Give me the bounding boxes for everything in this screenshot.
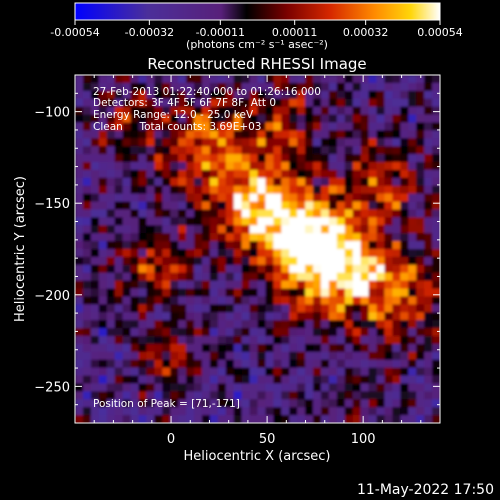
colorbar-tick-label: 0.00054 — [417, 26, 463, 39]
heatmap-image — [75, 75, 440, 423]
colorbar-units-label: (photons cm⁻² s⁻¹ asec⁻²) — [186, 38, 328, 51]
y-tick-label: −250 — [34, 380, 70, 395]
colorbar-tick-label: 0.00011 — [272, 26, 318, 39]
y-axis: −100 −150 −200 −250 — [34, 74, 440, 406]
colorbar-tick-label: -0.00054 — [50, 26, 99, 39]
colorbar-gradient — [74, 2, 441, 21]
colorbar-tick-label: -0.00032 — [125, 26, 174, 39]
plot-frame — [74, 74, 441, 424]
x-tick-label: 50 — [259, 432, 276, 447]
x-tick-label: 0 — [167, 432, 175, 447]
footer-date: 11-May-2022 17:50 — [356, 482, 494, 498]
annotation-time-range: 27-Feb-2013 01:22:40.000 to 01:26:16.000 — [93, 86, 321, 98]
y-tick-label: −100 — [34, 106, 70, 121]
colorbar-tick-label: -0.00011 — [196, 26, 245, 39]
x-tick-label: 100 — [351, 432, 376, 447]
peak-marker — [304, 238, 311, 245]
annotation-energy-range: Energy Range: 12.0 - 25.0 keV — [93, 109, 254, 121]
y-tick-label: −150 — [34, 197, 70, 212]
annotation-peak-position: Position of Peak = [71,-171] — [93, 398, 240, 410]
chart-title: Reconstructed RHESSI Image — [147, 55, 366, 73]
colorbar: -0.00054 -0.00032 -0.00011 0.00011 0.00032 0.… — [50, 2, 463, 51]
y-tick-label: −200 — [34, 289, 70, 304]
y-axis-label: Heliocentric Y (arcsec) — [13, 176, 28, 322]
x-axis-label: Heliocentric X (arcsec) — [184, 449, 331, 464]
annotation-counts: Clean Total counts: 3.69E+03 — [93, 121, 262, 133]
x-axis: 0 50 100 — [93, 75, 441, 447]
annotation-detectors: Detectors: 3F 4F 5F 6F 7F 8F, Att 0 — [93, 97, 276, 109]
colorbar-tick-label: 0.00032 — [343, 26, 389, 39]
